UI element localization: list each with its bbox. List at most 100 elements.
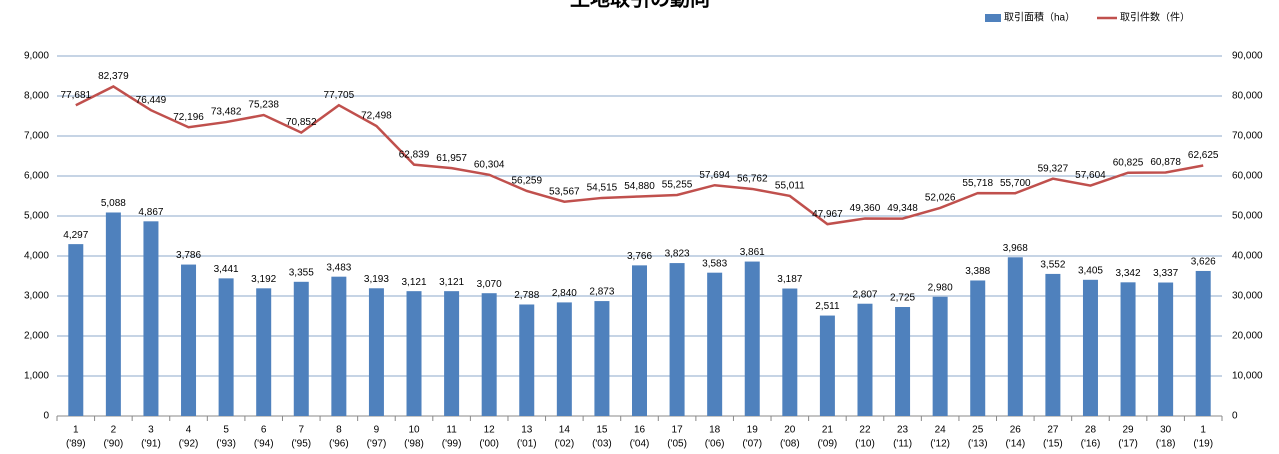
- bar: [1158, 282, 1174, 416]
- bar-value-label: 3,441: [214, 264, 239, 275]
- line-value-label: 72,498: [361, 111, 392, 122]
- bar-value-label: 4,867: [138, 207, 163, 218]
- x-tick-label: 17: [672, 425, 684, 436]
- x-tick-label: 22: [859, 425, 871, 436]
- line-value-label: 60,878: [1150, 157, 1181, 168]
- x-tick-label: 28: [1085, 425, 1097, 436]
- bar-value-label: 2,725: [890, 293, 915, 304]
- bar: [368, 288, 384, 416]
- y-tick-label: 9,000: [24, 51, 49, 62]
- chart-title: 土地取引の動向: [570, 0, 710, 10]
- bar-value-label: 3,121: [402, 277, 427, 288]
- bar: [1082, 279, 1098, 416]
- line: [75, 85, 1204, 226]
- x-tick-label: ('94): [254, 439, 274, 450]
- bar: [782, 288, 798, 416]
- x-tick-label: ('08): [780, 439, 800, 450]
- bar: [444, 291, 460, 416]
- bar-value-label: 2,511: [815, 301, 840, 312]
- line-value-label: 61,957: [436, 153, 467, 164]
- x-tick-label: ('95): [291, 439, 311, 450]
- x-tick-label: ('03): [592, 439, 612, 450]
- bar: [143, 221, 159, 416]
- x-tick-label: 16: [634, 425, 646, 436]
- x-tick-label: 26: [1010, 425, 1022, 436]
- line-value-label: 77,705: [324, 90, 355, 101]
- bar-value-label: 3,552: [1040, 260, 1065, 271]
- bar: [1195, 270, 1211, 416]
- bar-value-label: 3,355: [289, 267, 314, 278]
- x-tick-label: 7: [298, 425, 304, 436]
- x-tick-label: ('18): [1156, 439, 1176, 450]
- x-tick-label: ('17): [1118, 439, 1138, 450]
- line-value-label: 57,604: [1075, 170, 1106, 181]
- legend-swatch: [985, 14, 1001, 22]
- bar-value-label: 3,583: [702, 258, 727, 269]
- bar-value-label: 2,807: [852, 289, 877, 300]
- line-value-label: 55,011: [775, 181, 805, 192]
- line-value-label: 77,681: [60, 90, 91, 101]
- bar-value-label: 3,337: [1153, 268, 1178, 279]
- bar: [819, 315, 835, 416]
- bar-value-label: 3,342: [1116, 268, 1141, 279]
- x-tick-label: 10: [408, 425, 420, 436]
- bar-value-label: 2,840: [552, 288, 577, 299]
- line-value-label: 76,449: [136, 95, 167, 106]
- y2-tick-label: 0: [1232, 411, 1238, 422]
- line-value-label: 54,880: [624, 181, 655, 192]
- x-tick-label: ('14): [1005, 439, 1025, 450]
- line-value-label: 73,482: [211, 107, 242, 118]
- bar: [218, 278, 234, 416]
- x-tick-label: ('05): [667, 439, 687, 450]
- y-tick-label: 5,000: [24, 211, 49, 222]
- y-tick-label: 6,000: [24, 171, 49, 182]
- x-tick-label: 18: [709, 425, 721, 436]
- x-tick-label: 2: [111, 425, 117, 436]
- x-tick-label: ('11): [893, 439, 912, 450]
- y2-tick-label: 20,000: [1232, 331, 1263, 342]
- x-tick-label: 8: [336, 425, 342, 436]
- x-tick-label: 29: [1122, 425, 1134, 436]
- x-tick-label: 23: [897, 425, 909, 436]
- line-value-label: 54,515: [587, 183, 618, 194]
- x-tick-label: 4: [186, 425, 192, 436]
- y2-tick-label: 30,000: [1232, 291, 1263, 302]
- line-value-label: 55,718: [962, 178, 993, 189]
- x-tick-label: ('90): [104, 439, 124, 450]
- bar: [331, 276, 347, 416]
- bar-value-label: 3,388: [965, 266, 990, 277]
- x-tick-label: 9: [374, 425, 380, 436]
- line-value-label: 62,839: [399, 149, 430, 160]
- bar-value-label: 2,980: [928, 282, 953, 293]
- x-tick-label: 24: [935, 425, 947, 436]
- line-value-label: 47,967: [812, 209, 843, 220]
- bar: [256, 288, 272, 416]
- line-value-label: 72,196: [173, 112, 204, 123]
- x-tick-label: ('91): [141, 439, 161, 450]
- y-tick-label: 0: [43, 411, 49, 422]
- y2-tick-label: 50,000: [1232, 211, 1263, 222]
- x-tick-label: 11: [446, 425, 457, 436]
- y2-tick-label: 10,000: [1232, 371, 1263, 382]
- x-tick-label: 27: [1047, 425, 1059, 436]
- bar-value-label: 2,873: [589, 287, 614, 298]
- x-tick-label: ('93): [216, 439, 236, 450]
- x-tick-label: 5: [223, 425, 229, 436]
- bar-value-label: 3,861: [740, 247, 765, 258]
- x-tick-label: 20: [784, 425, 796, 436]
- x-tick-label: 14: [559, 425, 571, 436]
- bar: [105, 212, 121, 416]
- y2-tick-label: 40,000: [1232, 251, 1263, 262]
- bar: [857, 303, 873, 416]
- x-tick-label: 19: [747, 425, 759, 436]
- x-tick-label: ('96): [329, 439, 349, 450]
- bar-value-label: 3,786: [176, 250, 201, 261]
- x-tick-label: 1: [73, 425, 79, 436]
- x-tick-label: 6: [261, 425, 267, 436]
- line-value-label: 57,694: [699, 170, 730, 181]
- y2-tick-label: 90,000: [1232, 51, 1263, 62]
- bar: [632, 265, 647, 416]
- bar: [594, 301, 610, 416]
- x-tick-label: 13: [521, 425, 533, 436]
